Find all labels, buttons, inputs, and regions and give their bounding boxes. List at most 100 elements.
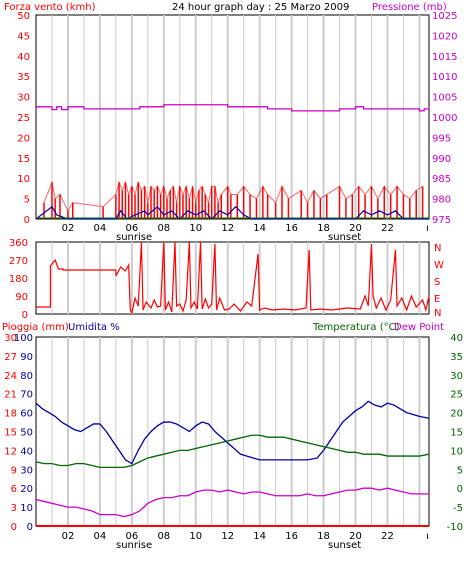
hour-tick-label: 18	[317, 223, 330, 234]
rain-tick-label: 27	[4, 352, 17, 363]
rain-tick-label: 24	[4, 371, 17, 382]
hour-tick-label: 16	[285, 531, 298, 542]
sunrise-label-top: sunrise	[116, 232, 152, 243]
temperature-axis-ticks: -10 -5 0 5 10 15 20 25 30 35 40	[447, 333, 463, 533]
temperature-line	[35, 434, 430, 469]
compass-n-bottom: N	[434, 308, 441, 319]
wind-direction-line	[36, 241, 430, 315]
wind-speed-tick-label: 50	[17, 11, 30, 22]
wind-speed-tick-label: 45	[17, 31, 30, 42]
hour-tick-label: 04	[94, 531, 107, 542]
compass-labels: N W S E N	[434, 243, 444, 319]
wind-speed-tick-label: 25	[17, 113, 30, 124]
humidity-tick-label: 60	[20, 409, 33, 420]
pressure-tick-label: 1010	[432, 72, 457, 83]
hour-tick-label: 12	[221, 531, 234, 542]
pressure-line	[36, 104, 430, 112]
rain-tick-label: 30	[4, 333, 17, 344]
pressure-tick-label: 1015	[432, 52, 457, 63]
temperature-tick-label: -10	[447, 522, 463, 533]
temperature-tick-label: -5	[453, 503, 463, 514]
temperature-tick-label: 20	[450, 409, 463, 420]
temperature-tick-label: 15	[450, 428, 463, 439]
humidity-tick-label: 50	[20, 428, 33, 439]
temperature-tick-label: 35	[450, 352, 463, 363]
wind-direction-tick-label: 270	[9, 256, 28, 267]
wind-pressure-hour-ticks: 02 04 06 08 10 12 14 16 18 20 22 ı	[62, 223, 429, 234]
hour-tick-label: 10	[189, 223, 202, 234]
pressure-tick-label: 1005	[432, 93, 457, 104]
chart-title: 24 hour graph day : 25 Marzo 2009	[172, 2, 349, 13]
temperature-tick-label: 0	[457, 484, 463, 495]
hour-tick-label: 06	[125, 223, 138, 234]
wind-direction-series	[36, 241, 430, 315]
pressure-tick-label: 975	[432, 215, 451, 226]
humidity-line	[35, 400, 430, 465]
humidity-axis-label: Umidita %	[68, 322, 120, 333]
rain-axis-ticks: 0 3 6 9 12 15 18 21 24 27 30	[4, 333, 17, 533]
hour-end-tick: ı	[426, 531, 429, 542]
hour-tick-label: 12	[221, 223, 234, 234]
wind-avg-series	[35, 205, 429, 220]
hour-tick-label: 14	[253, 223, 266, 234]
pressure-series	[36, 104, 430, 112]
temp-humidity-series	[35, 400, 430, 527]
humidity-tick-label: 20	[20, 484, 33, 495]
pressure-tick-label: 980	[432, 195, 451, 206]
humidity-tick-label: 90	[20, 352, 33, 363]
pressure-tick-label: 1020	[432, 31, 457, 42]
hour-end-tick: ı	[426, 223, 429, 234]
wind-speed-tick-label: 30	[17, 93, 30, 104]
hour-tick-label: 22	[381, 531, 394, 542]
sunrise-label-bottom: sunrise	[116, 540, 152, 551]
wind-speed-tick-label: 40	[17, 52, 30, 63]
wind-speed-tick-label: 35	[17, 72, 30, 83]
humidity-tick-label: 80	[20, 371, 33, 382]
rain-tick-label: 12	[4, 446, 17, 457]
hour-tick-label: 10	[189, 531, 202, 542]
wind-direction-axis-ticks: 0 90 180 270 360	[9, 238, 28, 321]
hour-tick-label: 22	[381, 223, 394, 234]
hour-tick-label: 08	[157, 223, 170, 234]
hour-tick-label: 20	[349, 223, 362, 234]
wind-axis-label: Forza vento (kmh)	[4, 2, 96, 13]
compass-e: E	[434, 294, 440, 305]
temperature-axis-label: Temperatura (°C)	[312, 322, 400, 333]
humidity-tick-label: 10	[20, 503, 33, 514]
rain-tick-label: 9	[11, 465, 17, 476]
temp-humidity-frame	[35, 336, 430, 527]
pressure-tick-label: 985	[432, 174, 451, 185]
wind-speed-tick-label: 10	[17, 174, 30, 185]
rain-tick-label: 18	[4, 409, 17, 420]
pressure-tick-label: 1025	[432, 11, 457, 22]
compass-w: W	[434, 260, 444, 271]
hour-tick-label: 02	[62, 531, 75, 542]
temperature-tick-label: 30	[450, 371, 463, 382]
humidity-tick-label: 40	[20, 446, 33, 457]
wind-speed-tick-label: 15	[17, 154, 30, 165]
humidity-tick-label: 30	[20, 465, 33, 476]
rain-axis-label: Pioggia (mm)	[2, 322, 69, 333]
wind-speed-tick-label: 20	[17, 133, 30, 144]
temperature-tick-label: 5	[457, 465, 463, 476]
hour-tick-label: 08	[157, 531, 170, 542]
wind-speed-axis-ticks: 0 5 10 15 20 25 30 35 40 45 50	[17, 11, 30, 226]
pressure-axis-ticks: 975 980 985 990 995 1000 1005 1010 1015 1020 1025	[432, 11, 457, 226]
wind-speed-tick-label: 5	[24, 195, 30, 206]
pressure-tick-label: 990	[432, 154, 451, 165]
pressure-axis-label: Pressione (mb)	[372, 2, 447, 13]
wind-speed-tick-label: 0	[24, 215, 30, 226]
rain-tick-label: 3	[11, 503, 17, 514]
pressure-tick-label: 995	[432, 133, 451, 144]
humidity-tick-label: 70	[20, 390, 33, 401]
wind-direction-panel: 0 90 180 270 360 N W S E N	[9, 238, 444, 321]
wind-pressure-panel: 0 5 10 15 20 25 30 35 40 45 50 975 980 985 990 995 10 0 0…	[4, 2, 457, 243]
wind-direction-tick-label: 0	[22, 310, 28, 321]
temperature-tick-label: 10	[450, 446, 463, 457]
hour-tick-label: 06	[125, 531, 138, 542]
rain-tick-label: 6	[11, 484, 17, 495]
humidity-tick-label: 100	[14, 333, 33, 344]
